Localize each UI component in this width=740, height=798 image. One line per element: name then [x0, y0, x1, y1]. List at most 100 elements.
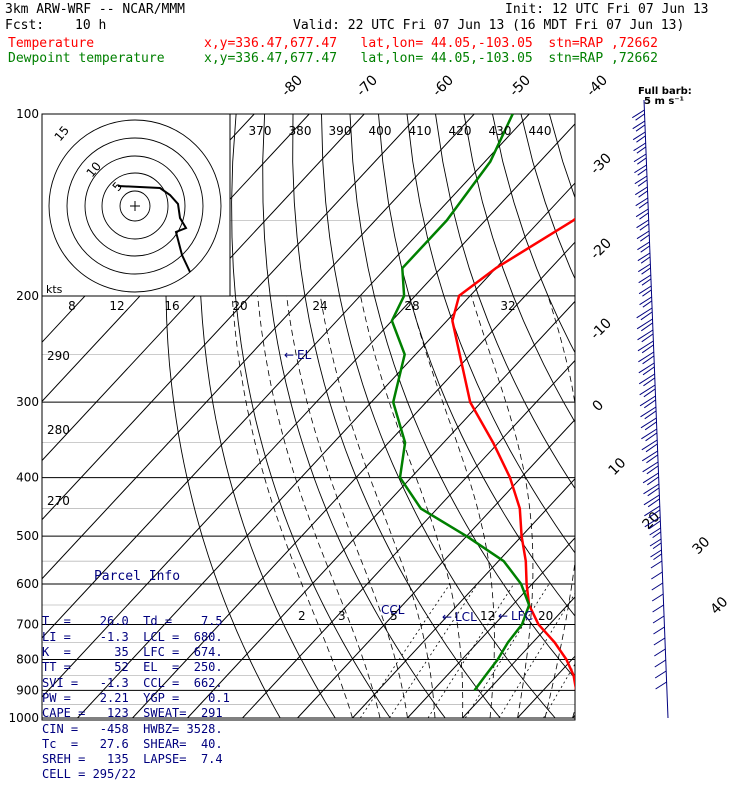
parcel-info-row: K = 35 LFC = 674.: [42, 645, 230, 660]
moist-adiabat-line: [320, 296, 435, 718]
wind-barb: [641, 418, 656, 428]
theta-e-label: 390: [329, 124, 352, 138]
wind-barb: [646, 455, 657, 463]
isotherm-label: -50: [507, 72, 534, 99]
theta-e-label: 440: [529, 124, 552, 138]
wind-barb: [641, 429, 656, 439]
pressure-tick-label: 400: [16, 471, 39, 485]
isotherm-label: 40: [708, 594, 732, 618]
hodograph-scale-label: 20: [232, 299, 247, 313]
wind-barb: [652, 594, 663, 601]
dry-adiabat-line: [663, 114, 740, 718]
isotherm-label: -30: [588, 150, 615, 177]
isotherm-label: -10: [588, 315, 615, 342]
isotherm-label: -40: [584, 72, 611, 99]
theta-e-label: 380: [289, 124, 312, 138]
wind-barb: [644, 484, 659, 494]
isotherm-label: 10: [606, 455, 630, 479]
wind-barb: [655, 660, 666, 667]
parcel-info-row: CIN = -458 HWBZ= 3528.: [42, 722, 230, 737]
wind-barb-staff: [644, 100, 668, 718]
wind-barb: [654, 649, 665, 656]
wind-barb: [647, 477, 658, 485]
isotherm-line: [463, 114, 740, 718]
wind-barb: [641, 323, 652, 331]
pressure-tick-label: 100: [16, 107, 39, 121]
isotherm-label: -20: [588, 235, 615, 262]
wind-barb: [655, 671, 666, 678]
wind-barb: [636, 209, 648, 217]
pressure-tick-label: 700: [16, 617, 39, 631]
dry-adiabat-line: [635, 114, 740, 718]
moist-adiabat-line: [258, 296, 380, 718]
wind-barb: [637, 220, 649, 228]
wind-barb: [639, 374, 654, 384]
wind-barb: [638, 352, 653, 362]
pressure-tick-label: 600: [16, 577, 39, 591]
moist-adiabat-line: [628, 296, 740, 718]
parcel-info-row: SVI = -1.3 CCL = 662.: [42, 676, 230, 691]
mixing-ratio-label: 12: [480, 609, 495, 623]
mixing-ratio-line: [360, 584, 450, 718]
parcel-info-row: LI = -1.3 LCL = 680.: [42, 630, 230, 645]
lcl-annotation: LCL: [455, 610, 477, 624]
ccl-annotation: CCL: [381, 603, 405, 617]
wind-barb: [641, 312, 652, 320]
wind-barb: [647, 466, 658, 474]
wind-barb: [651, 572, 662, 579]
el-annotation: EL: [297, 348, 312, 362]
wind-barb: [643, 378, 654, 386]
wind-barb: [640, 385, 655, 395]
wind-barb: [633, 121, 645, 129]
isotherm-label: 30: [690, 534, 714, 558]
isotherm-label: -80: [279, 72, 306, 99]
mixing-ratio-label: 3: [338, 609, 346, 623]
parcel-info-title: Parcel Info: [42, 569, 230, 584]
wind-barb: [642, 345, 653, 353]
wind-barb: [642, 440, 657, 450]
wind-barb: [634, 143, 646, 151]
wind-barb: [650, 539, 661, 546]
lcl-arrow: ←: [442, 610, 452, 624]
wind-barb: [646, 444, 657, 452]
theta-e-label: 370: [249, 124, 272, 138]
wind-barb: [635, 187, 647, 195]
wind-barb: [648, 488, 659, 496]
wind-barb: [640, 297, 652, 305]
wind-barb: [643, 367, 654, 375]
wind-barb: [637, 319, 652, 329]
wind-barb: [644, 400, 655, 408]
wind-barb: [643, 473, 658, 483]
parcel-info-row: PW = 2.21 YGP = 0.1: [42, 691, 230, 706]
parcel-info-row: TT = 52 EL = 250.: [42, 660, 230, 675]
isotherm-label: 0: [590, 397, 608, 415]
wind-barb: [644, 389, 655, 397]
parcel-info-row: CAPE = 123 SWEAT= 291: [42, 706, 230, 721]
hodograph-scale-label: 32: [500, 299, 515, 313]
pressure-tick-label: 300: [16, 395, 39, 409]
wind-barb: [642, 451, 657, 461]
hodograph-box: [42, 114, 230, 296]
dry-adiabat-label: 290: [47, 349, 70, 363]
parcel-info-row: CELL = 295/22: [42, 767, 230, 782]
wind-barb: [640, 396, 655, 406]
moist-adiabat-line: [410, 296, 495, 718]
wind-barb: [634, 165, 646, 173]
theta-e-label: 410: [409, 124, 432, 138]
pressure-tick-label: 1000: [8, 711, 39, 725]
wind-barb: [637, 242, 649, 250]
dry-adiabat-label: 270: [47, 494, 70, 508]
hodograph-scale-label: 28: [404, 299, 419, 313]
wind-barb: [636, 198, 648, 206]
moist-adiabat-line: [471, 296, 533, 718]
mixing-ratio-label: 20: [538, 609, 553, 623]
dry-adiabat-line: [232, 114, 391, 718]
theta-e-label: 420: [449, 124, 472, 138]
lfc-annotation: LFC: [511, 609, 533, 623]
mixing-ratio-line: [544, 584, 623, 718]
wind-barb: [634, 154, 646, 162]
wind-barb: [653, 627, 664, 634]
dry-adiabat-line: [407, 114, 720, 718]
wind-legend-line2: 5 m s⁻¹: [644, 96, 684, 107]
